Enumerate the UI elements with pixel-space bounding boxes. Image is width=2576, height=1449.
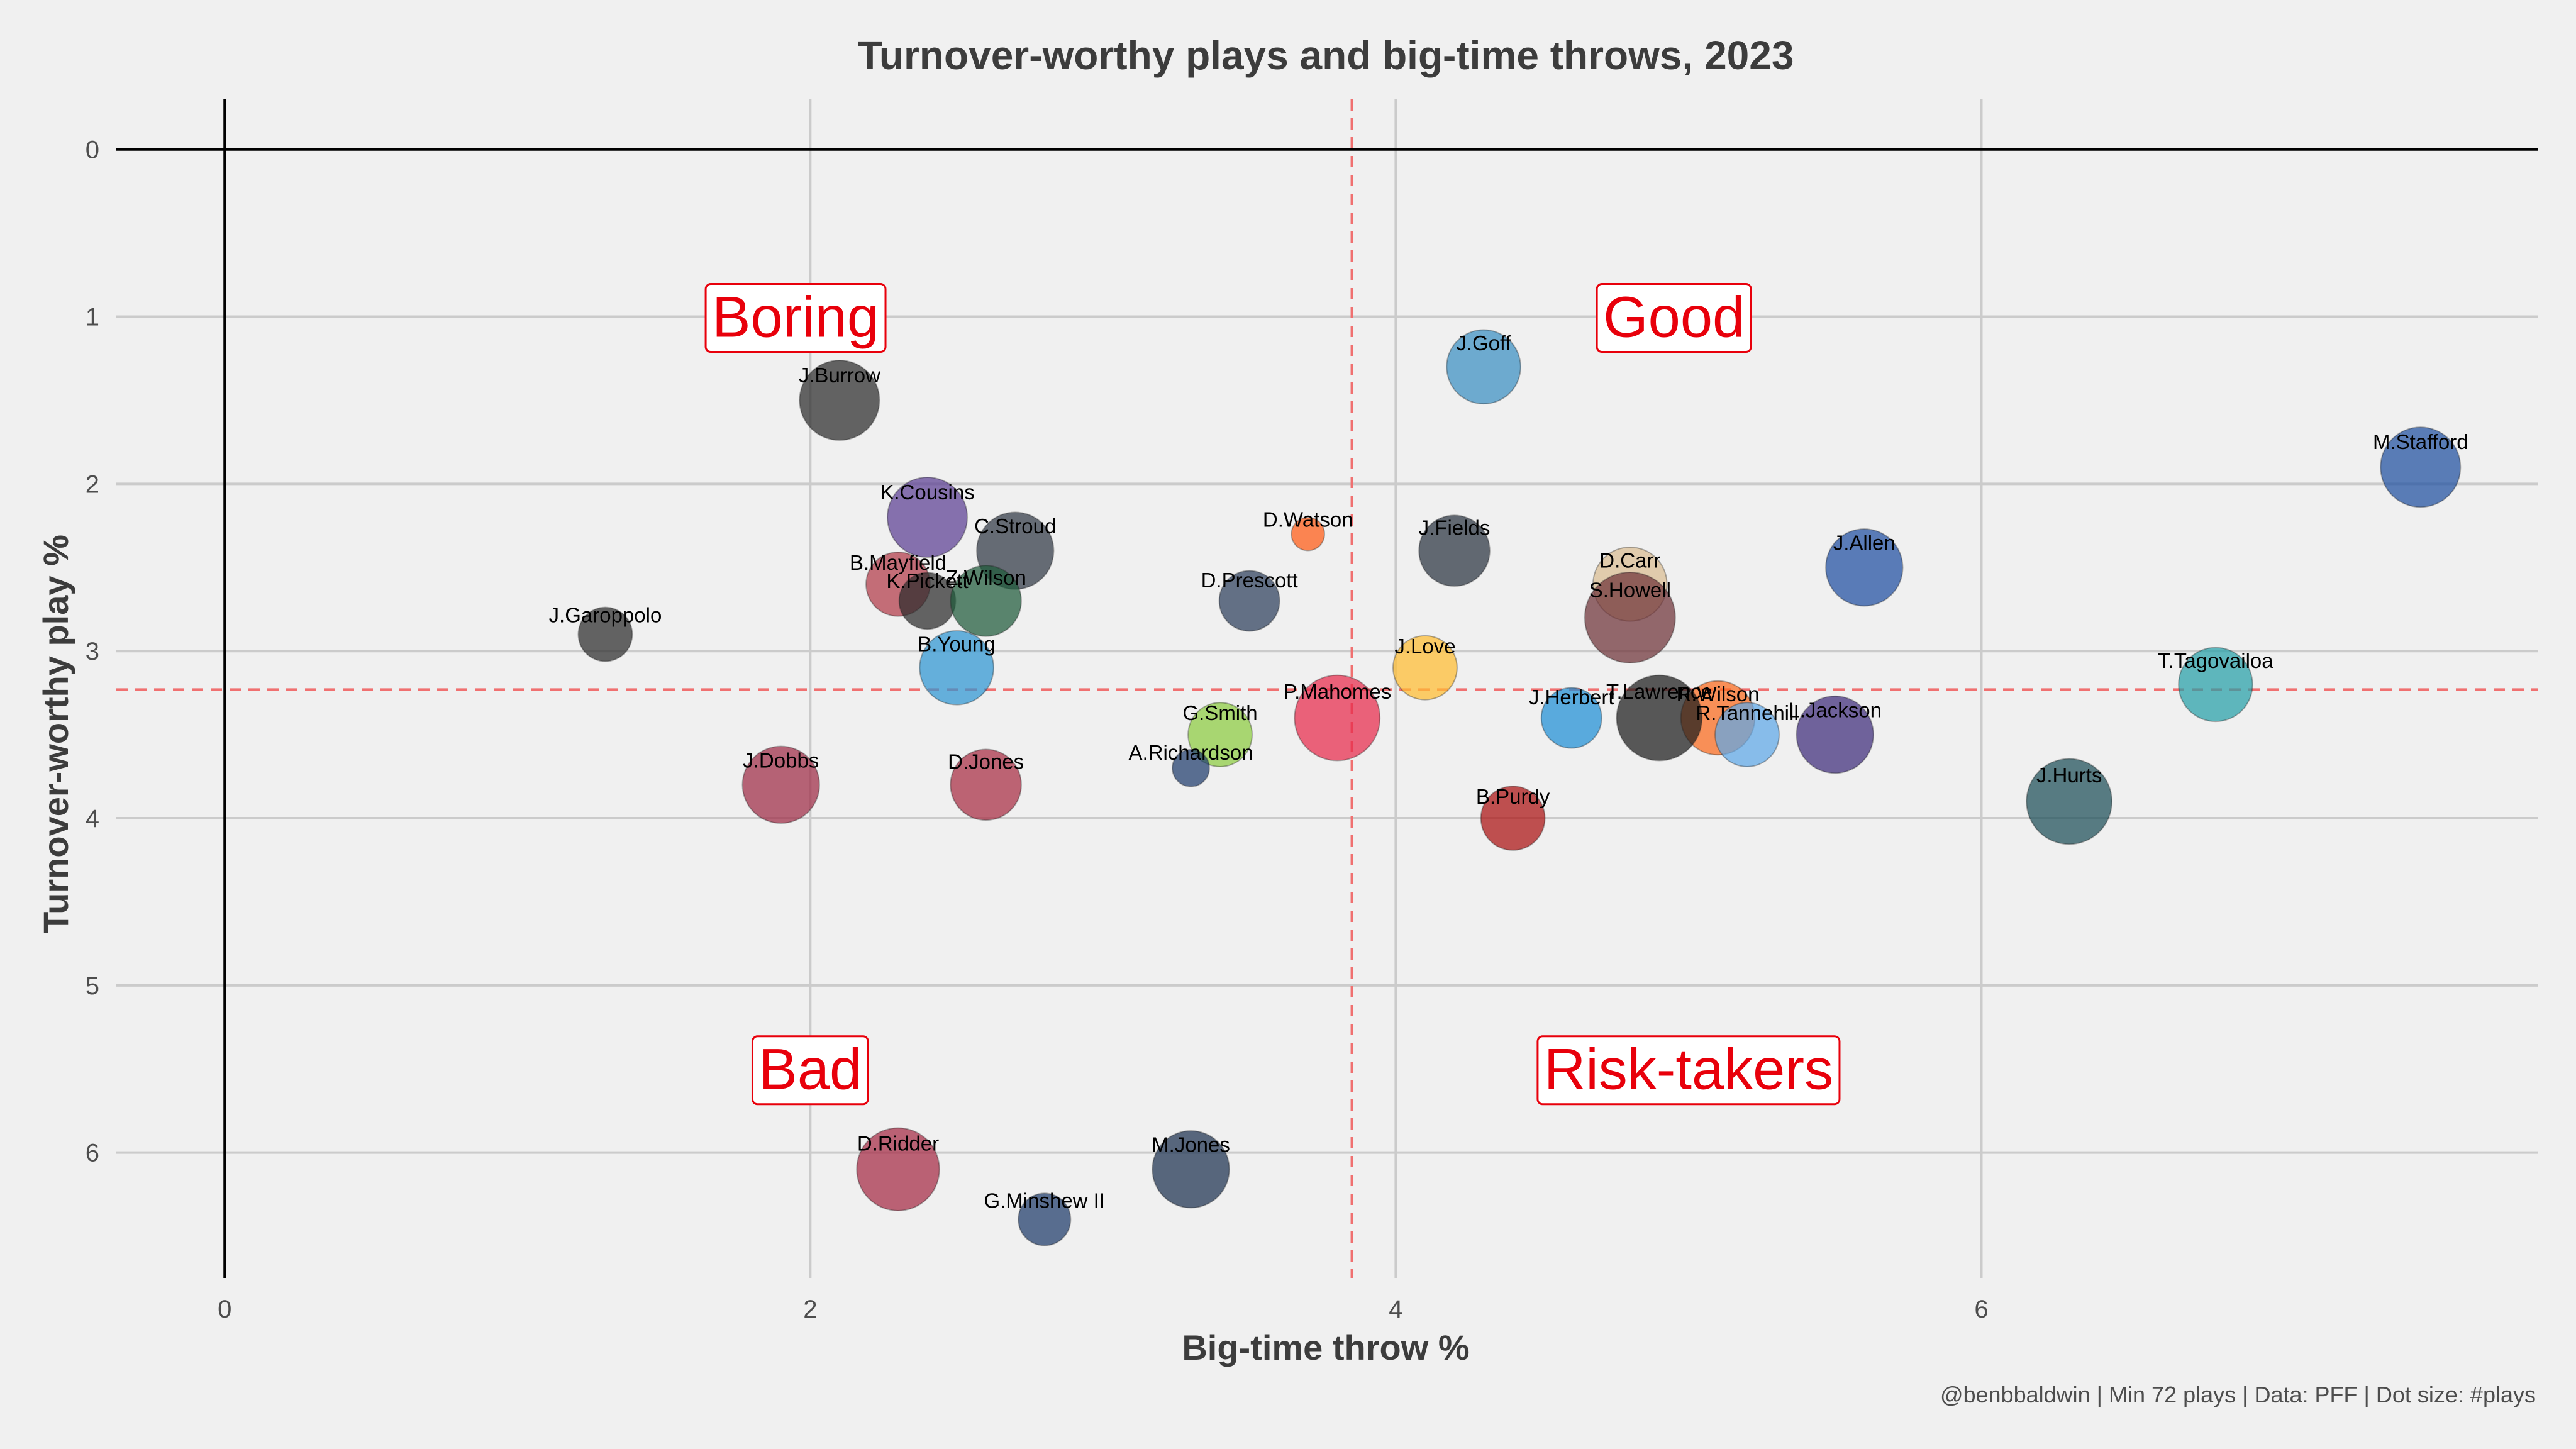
point-label: T.Tagovailoa [2158, 649, 2273, 672]
point-label: M.Stafford [2373, 430, 2468, 453]
grid [116, 99, 2538, 1278]
point-label: P.Mahomes [1283, 680, 1391, 703]
x-tick-label: 0 [218, 1296, 231, 1323]
point-label: K.Pickett [886, 569, 968, 592]
data-point [887, 477, 969, 558]
y-tick-label: 1 [86, 304, 99, 331]
data-point [741, 745, 820, 824]
data-point [950, 748, 1022, 821]
y-tick-label: 4 [86, 805, 99, 833]
data-point [1392, 635, 1458, 701]
data-point [1714, 702, 1780, 768]
data-point [1480, 786, 1546, 851]
point-label: B.Mayfield [850, 551, 947, 574]
point-label: S.Howell [1589, 579, 1671, 602]
x-axis-label: Big-time throw % [1182, 1328, 1469, 1367]
point-label: M.Jones [1152, 1133, 1230, 1157]
point-label: D.Ridder [857, 1132, 939, 1155]
data-point [799, 359, 880, 441]
data-point [1018, 1192, 1072, 1246]
point-labels: J.Goff M.Stafford J.Burrow K.CousinsC.Strou… [549, 331, 2468, 1212]
point-label: B.Purdy [1476, 785, 1550, 808]
point-label: C.Stroud [974, 514, 1056, 538]
axes: 0 2 4 6 0 1 2 3 4 5 6 [86, 99, 2538, 1323]
quadrant-label-box [751, 1035, 869, 1106]
point-label: J.Hurts [2036, 763, 2102, 787]
point-label: T.Lawrence [1606, 680, 1713, 703]
data-point [856, 1127, 940, 1211]
y-tick-label: 2 [86, 470, 99, 498]
point-label: G.Smith [1182, 701, 1257, 724]
point-label: D.Jones [948, 750, 1024, 774]
point-label: R.Tannehill [1696, 701, 1798, 724]
data-point [2380, 426, 2462, 508]
point-label: B.Young [918, 632, 996, 655]
data-point [2026, 758, 2113, 845]
point-label: A.Richardson [1128, 741, 1253, 764]
x-tick-label: 2 [803, 1296, 817, 1323]
data-point [919, 630, 994, 706]
point-label: J.Love [1394, 635, 1455, 658]
point-label: J.Allen [1833, 531, 1896, 555]
quadrant-label: Good [1603, 286, 1745, 350]
data-point [950, 565, 1022, 637]
point-label: D.Carr [1599, 548, 1660, 572]
y-tick-label: 6 [86, 1140, 99, 1167]
data-point [1218, 570, 1280, 632]
y-tick-label: 3 [86, 638, 99, 665]
point-label: J.Burrow [799, 364, 880, 387]
data-point [1291, 516, 1326, 552]
quadrant-label: Boring [712, 286, 879, 350]
point-label: D.Watson [1263, 508, 1353, 531]
quadrant-label-box [1596, 283, 1752, 353]
data-point [1294, 674, 1381, 762]
data-point [2178, 647, 2253, 723]
point-label: L.Jackson [1788, 699, 1882, 722]
data-point [1172, 748, 1210, 787]
data-point [1152, 1130, 1230, 1209]
y-tick-label: 5 [86, 972, 99, 1000]
point-label: R.Wilson [1676, 682, 1759, 706]
x-tick-label: 6 [1974, 1296, 1988, 1323]
data-point [1616, 674, 1703, 762]
point-label: K.Cousins [880, 480, 974, 504]
data-point [1796, 695, 1874, 774]
data-point [1446, 329, 1521, 405]
quadrant-label: Risk-takers [1544, 1038, 1833, 1102]
point-label: J.Dobbs [743, 748, 819, 772]
y-tick-label: 0 [86, 136, 99, 164]
data-point [1540, 687, 1602, 749]
quadrant-labels: Boring Good Bad Risk-takers [704, 283, 1841, 1106]
chart-title: Turnover-worthy plays and big-time throw… [858, 33, 1794, 78]
point-label: J.Fields [1419, 516, 1491, 539]
data-point [577, 606, 633, 662]
quadrant-label-box [704, 283, 887, 353]
y-axis-label: Turnover-worthy play % [36, 535, 75, 933]
data-point [1584, 572, 1676, 664]
data-point [1825, 528, 1904, 607]
point-label: J.Herbert [1529, 686, 1614, 709]
point-label: Z.Wilson [945, 566, 1026, 589]
point-label: D.Prescott [1201, 569, 1298, 592]
point-label: J.Goff [1456, 331, 1511, 355]
data-point [1187, 702, 1253, 768]
point-label: G.Minshew II [984, 1189, 1105, 1212]
point-label: J.Garoppolo [549, 603, 662, 626]
chart-caption: @benbbaldwin | Min 72 plays | Data: PFF … [1940, 1382, 2536, 1407]
data-points [577, 329, 2462, 1246]
x-tick-label: 4 [1389, 1296, 1402, 1323]
data-point [1418, 514, 1491, 587]
quadrant-label-box [1536, 1035, 1841, 1106]
quadrant-label: Bad [758, 1038, 862, 1102]
